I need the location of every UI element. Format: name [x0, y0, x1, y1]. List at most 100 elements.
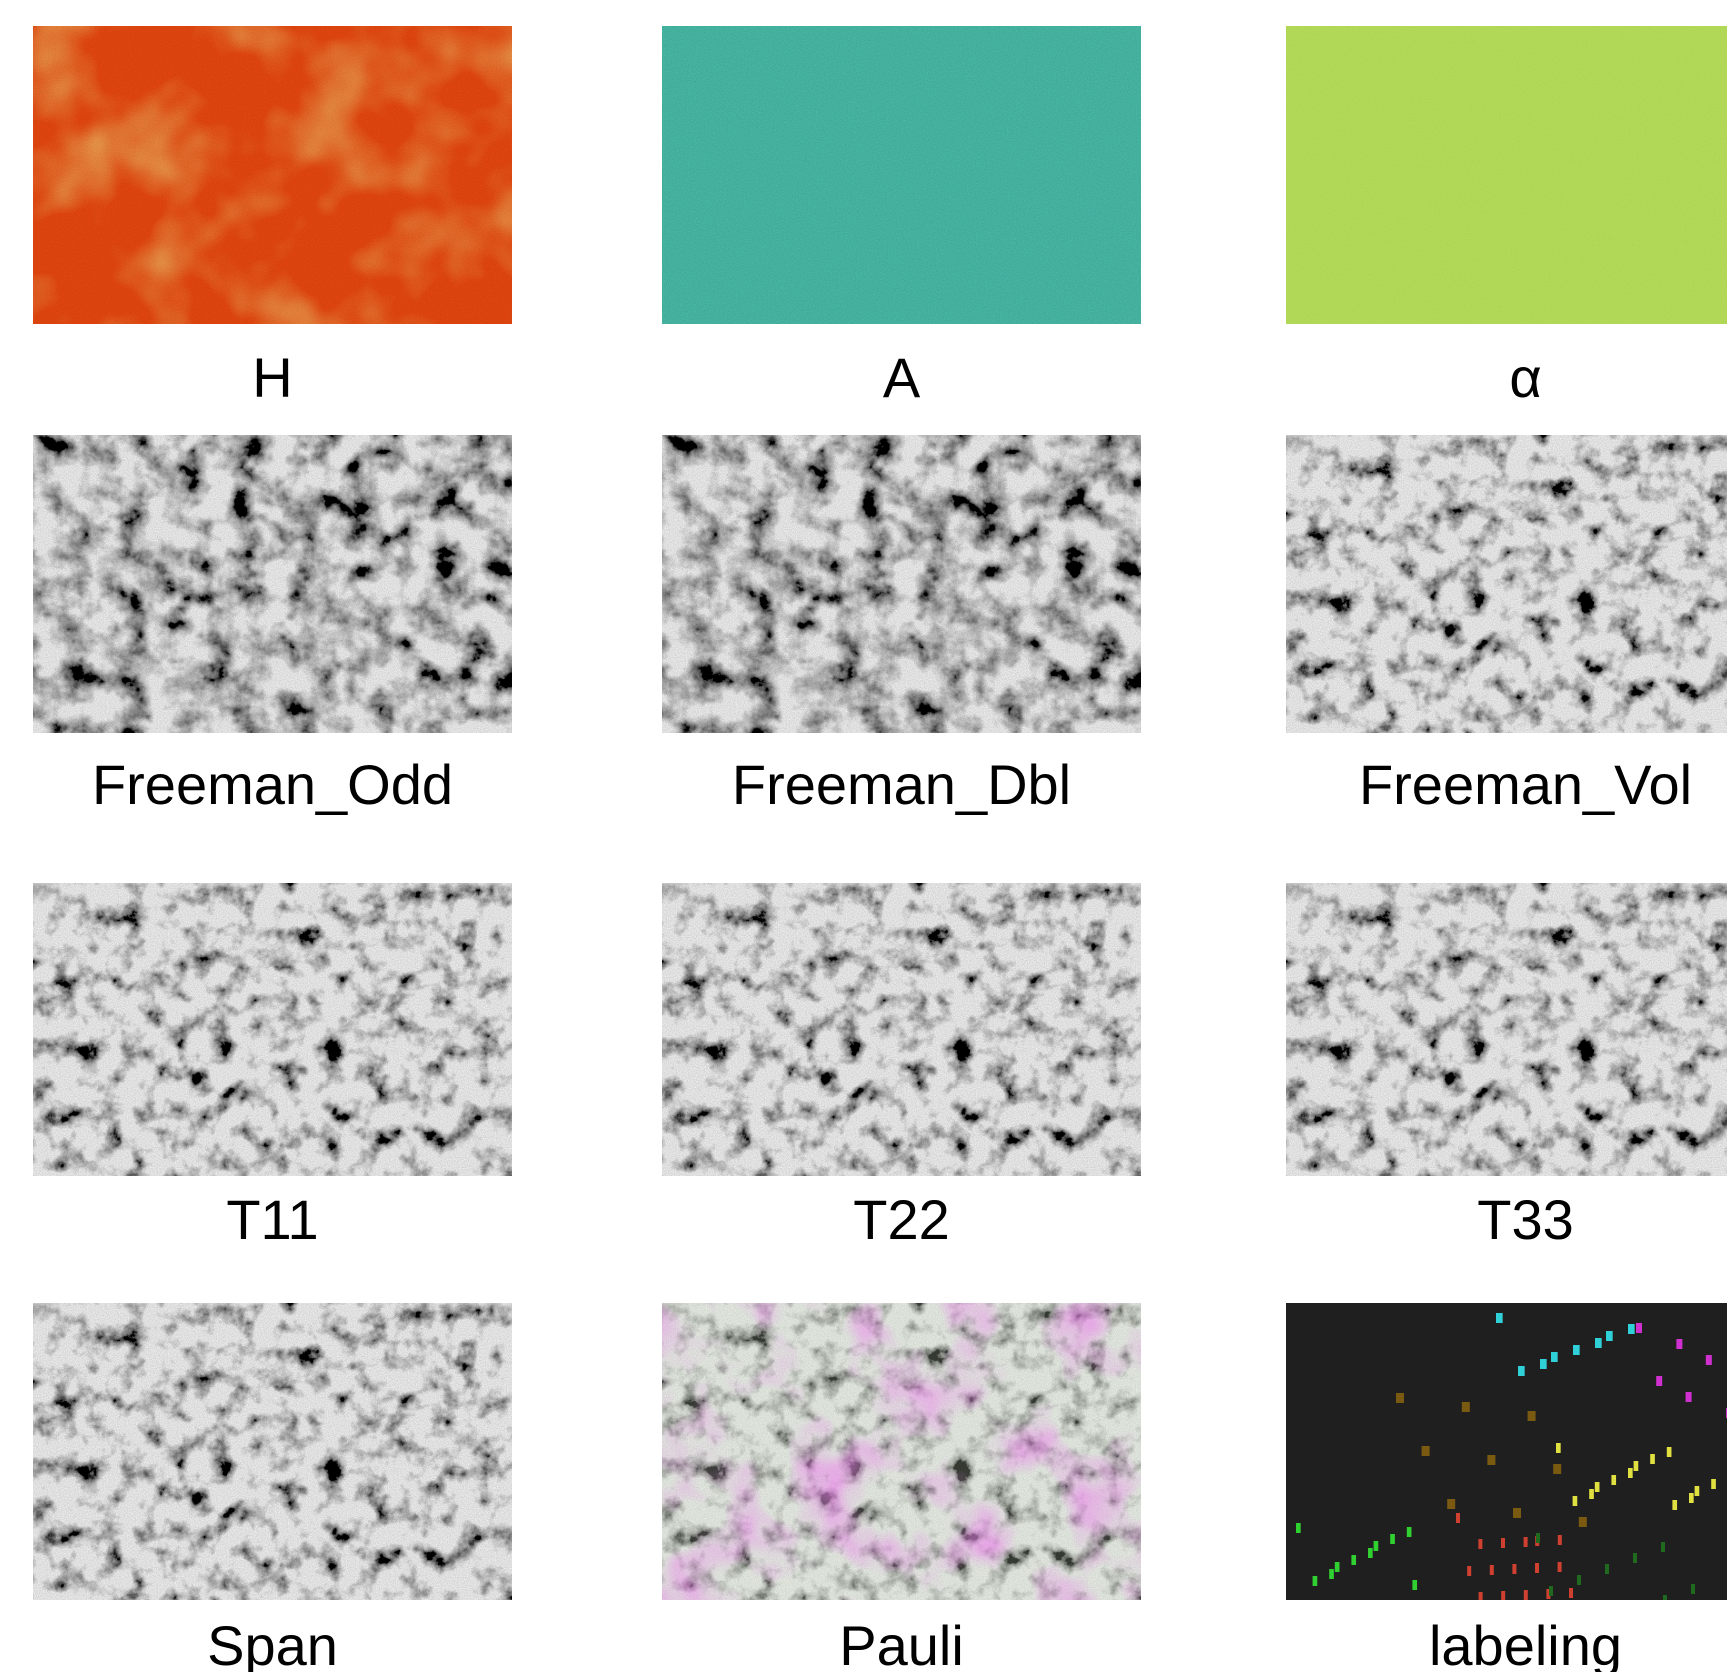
label-patch: [1518, 1366, 1525, 1376]
label-patch: [1374, 1541, 1379, 1551]
label-patch: [1628, 1468, 1633, 1478]
label-patch: [1589, 1489, 1594, 1499]
panel-grain: [662, 435, 1141, 733]
label-patch: [1501, 1538, 1505, 1548]
label-patch: [1335, 1562, 1340, 1572]
label-patch: [1686, 1392, 1692, 1402]
label-patch: [1634, 1461, 1639, 1471]
label-patch: [1595, 1482, 1600, 1492]
label-patch: [1467, 1566, 1471, 1576]
panel-grain: [1286, 26, 1727, 324]
panel-label: T11: [33, 1190, 512, 1250]
label-patch: [1628, 1324, 1635, 1334]
label-patch: [1656, 1376, 1662, 1386]
label-patch: [1579, 1517, 1587, 1527]
label-patch: [1390, 1534, 1395, 1544]
label-patch: [1691, 1584, 1695, 1594]
panel-label: Span: [33, 1616, 512, 1672]
label-patch: [1611, 1475, 1616, 1485]
label-patch: [1636, 1323, 1642, 1333]
panel-label: Freeman_Dbl: [662, 755, 1141, 815]
label-patch: [1711, 1479, 1716, 1489]
label-patch: [1676, 1339, 1682, 1349]
label-patch: [1540, 1359, 1547, 1369]
panel-grain: [662, 26, 1141, 324]
label-patch: [1462, 1402, 1470, 1412]
label-patch: [1536, 1533, 1540, 1543]
panel-label: A: [662, 348, 1141, 408]
panel-image: [662, 435, 1141, 733]
panel-grain: [33, 883, 512, 1176]
label-patch: [1535, 1563, 1539, 1573]
label-patch: [1605, 1564, 1609, 1574]
label-patch: [1695, 1486, 1700, 1496]
panel-label: Freeman_Vol: [1286, 755, 1727, 815]
panel-label: α: [1286, 348, 1727, 408]
label-patch: [1329, 1569, 1334, 1579]
figure: H Aα Freeman_Odd Freeman_Dbl Freeman_Vol T11 T…: [0, 0, 1727, 1672]
panel-label: Freeman_Odd: [33, 755, 512, 815]
label-patch: [1407, 1527, 1412, 1537]
label-patch: [1524, 1590, 1528, 1600]
label-patch: [1490, 1565, 1494, 1575]
panel-label: T22: [662, 1190, 1141, 1250]
label-patch: [1351, 1555, 1356, 1565]
panel-image: [1286, 1303, 1727, 1600]
panel-image: [33, 883, 512, 1176]
label-patch: [1672, 1500, 1677, 1510]
label-patch: [1296, 1523, 1301, 1533]
label-patch: [1513, 1508, 1521, 1518]
label-patch: [1650, 1454, 1655, 1464]
label-patch: [1573, 1496, 1578, 1506]
label-patch: [1496, 1313, 1503, 1323]
label-patch: [1689, 1493, 1694, 1503]
panel-image: [1286, 26, 1727, 324]
label-patch: [1667, 1447, 1672, 1457]
label-patch: [1558, 1562, 1562, 1572]
panel-label: T33: [1286, 1190, 1727, 1250]
label-patch: [1606, 1331, 1613, 1341]
label-patch: [1396, 1393, 1404, 1403]
label-patch: [1501, 1591, 1505, 1600]
label-patch: [1368, 1548, 1373, 1558]
label-patch: [1478, 1539, 1482, 1549]
label-patch: [1706, 1355, 1712, 1365]
panel-tint: [662, 1303, 1141, 1600]
panel-image: [1286, 435, 1727, 733]
label-patch: [1595, 1338, 1602, 1348]
panel-image: [33, 26, 512, 324]
label-patch: [1556, 1443, 1561, 1453]
label-patch: [1512, 1564, 1516, 1574]
label-patch: [1479, 1592, 1483, 1600]
label-patch: [1553, 1464, 1561, 1474]
label-patch: [1569, 1588, 1573, 1598]
panel-image: [33, 1303, 512, 1600]
panel-label: Pauli: [662, 1616, 1141, 1672]
label-patch: [1487, 1455, 1495, 1465]
panel-image: [662, 883, 1141, 1176]
panel-image: [662, 26, 1141, 324]
label-patch: [1447, 1499, 1455, 1509]
label-patch: [1313, 1576, 1318, 1586]
panel-image: [662, 1303, 1141, 1600]
panel-label: H: [33, 348, 512, 408]
panel-image: [33, 435, 512, 733]
label-patch: [1528, 1411, 1536, 1421]
label-patch: [1456, 1513, 1460, 1523]
label-patch: [1422, 1446, 1430, 1456]
panel-grain: [662, 883, 1141, 1176]
panel-image: [1286, 883, 1727, 1176]
label-patch: [1633, 1553, 1637, 1563]
panel-grain: [1286, 435, 1727, 733]
panel-grain: [33, 1303, 512, 1600]
label-patch: [1573, 1345, 1580, 1355]
label-patch: [1558, 1535, 1562, 1545]
label-patch: [1551, 1352, 1558, 1362]
label-patch: [1661, 1542, 1665, 1552]
panel-grain: [1286, 883, 1727, 1176]
label-patch: [1524, 1537, 1528, 1547]
label-patch: [1577, 1575, 1581, 1585]
label-patch: [1663, 1595, 1667, 1600]
label-patch: [1412, 1580, 1417, 1590]
panel-grain: [33, 26, 512, 324]
